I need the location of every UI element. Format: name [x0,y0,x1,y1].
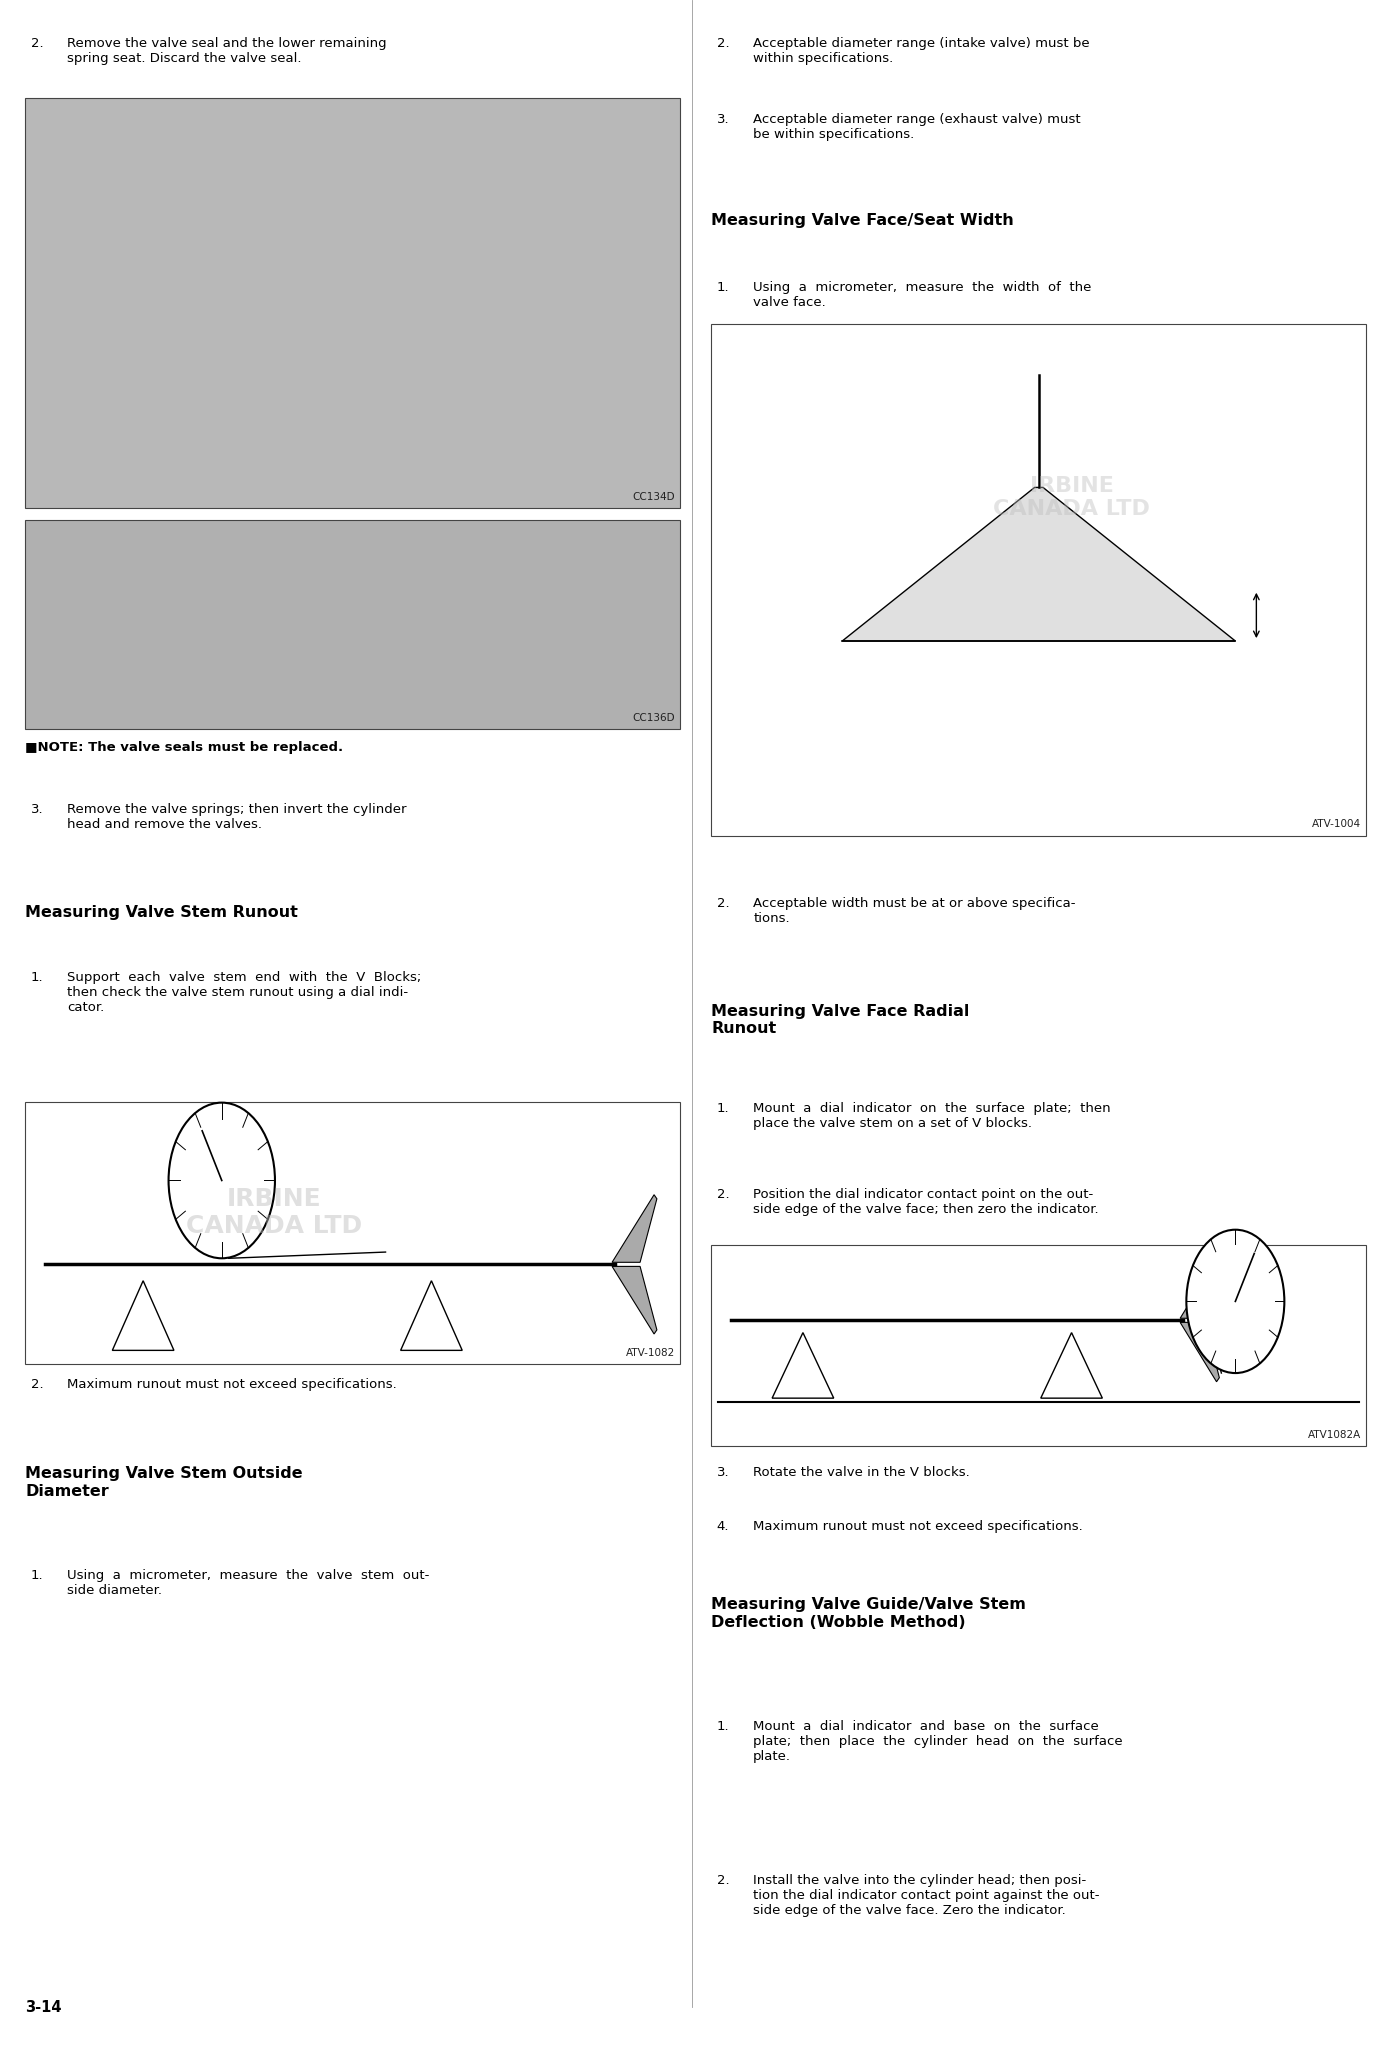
Text: 1.: 1. [31,971,43,983]
Bar [711,324,1366,836]
Polygon shape [843,487,1235,641]
Text: CC136D: CC136D [633,713,675,723]
Text: 3.: 3. [31,803,43,815]
Text: Remove the valve springs; then invert the cylinder
head and remove the valves.: Remove the valve springs; then invert th… [67,803,406,831]
Text: Rotate the valve in the V blocks.: Rotate the valve in the V blocks. [753,1466,970,1479]
Text: 1.: 1. [717,281,729,293]
Text: Measuring Valve Guide/Valve Stem
Deflection (Wobble Method): Measuring Valve Guide/Valve Stem Deflect… [711,1597,1026,1630]
Text: 2.: 2. [717,897,729,909]
Text: Using  a  micrometer,  measure  the  valve  stem  out-
side diameter.: Using a micrometer, measure the valve st… [67,1569,430,1597]
Text: Measuring Valve Face/Seat Width: Measuring Valve Face/Seat Width [711,213,1014,227]
Polygon shape [1180,1323,1219,1382]
Polygon shape [112,1280,174,1350]
Text: Acceptable diameter range (intake valve) must be
within specifications.: Acceptable diameter range (intake valve)… [753,37,1089,66]
Text: CC134D: CC134D [633,492,675,502]
Text: Measuring Valve Stem Outside
Diameter: Measuring Valve Stem Outside Diameter [25,1466,302,1499]
Circle shape [168,1102,274,1257]
Text: IRBINE
CANADA LTD: IRBINE CANADA LTD [993,475,1149,520]
Text: Install the valve into the cylinder head; then posi-
tion the dial indicator con: Install the valve into the cylinder head… [753,1874,1100,1917]
Text: ATV-1082: ATV-1082 [626,1348,675,1358]
Text: Remove the valve seal and the lower remaining
spring seat. Discard the valve sea: Remove the valve seal and the lower rema… [67,37,386,66]
Text: 2.: 2. [717,37,729,49]
Text: 1.: 1. [717,1720,729,1733]
Text: Acceptable width must be at or above specifica-
tions.: Acceptable width must be at or above spe… [753,897,1075,926]
Text: 3-14: 3-14 [25,2001,62,2015]
Bar [711,1245,1366,1446]
Text: Mount  a  dial  indicator  and  base  on  the  surface
plate;  then  place  the : Mount a dial indicator and base on the s… [753,1720,1123,1763]
Text: 1.: 1. [31,1569,43,1581]
Text: IRBINE
CANADA LTD: IRBINE CANADA LTD [186,1186,363,1239]
Text: Maximum runout must not exceed specifications.: Maximum runout must not exceed specifica… [753,1520,1084,1532]
Text: 3.: 3. [717,113,729,125]
Text: Position the dial indicator contact point on the out-
side edge of the valve fac: Position the dial indicator contact poin… [753,1188,1099,1217]
Bar [25,1102,680,1364]
Text: 4.: 4. [717,1520,729,1532]
Polygon shape [1040,1333,1102,1399]
Polygon shape [400,1280,462,1350]
Text: 2.: 2. [31,37,43,49]
Bar [25,520,680,729]
Text: ■NOTE: The valve seals must be replaced.: ■NOTE: The valve seals must be replaced. [25,741,343,754]
Polygon shape [1180,1260,1219,1319]
Text: ATV-1004: ATV-1004 [1312,819,1361,829]
Polygon shape [773,1333,834,1399]
Text: 3.: 3. [717,1466,729,1479]
Text: Mount  a  dial  indicator  on  the  surface  plate;  then
place the valve stem o: Mount a dial indicator on the surface pl… [753,1102,1110,1130]
Polygon shape [612,1266,657,1333]
Text: ATV1082A: ATV1082A [1308,1430,1361,1440]
Text: Using  a  micrometer,  measure  the  width  of  the
valve face.: Using a micrometer, measure the width of… [753,281,1092,309]
Polygon shape [612,1194,657,1262]
Text: Measuring Valve Face Radial
Runout: Measuring Valve Face Radial Runout [711,1004,970,1036]
Text: 2.: 2. [717,1188,729,1200]
Text: Maximum runout must not exceed specifications.: Maximum runout must not exceed specifica… [67,1378,398,1391]
Text: Measuring Valve Stem Runout: Measuring Valve Stem Runout [25,905,298,920]
Circle shape [1186,1229,1284,1372]
Text: 2.: 2. [717,1874,729,1886]
Text: 2.: 2. [31,1378,43,1391]
Text: Acceptable diameter range (exhaust valve) must
be within specifications.: Acceptable diameter range (exhaust valve… [753,113,1081,141]
Bar [25,98,680,508]
Text: Support  each  valve  stem  end  with  the  V  Blocks;
then check the valve stem: Support each valve stem end with the V B… [67,971,421,1014]
Text: 1.: 1. [717,1102,729,1114]
